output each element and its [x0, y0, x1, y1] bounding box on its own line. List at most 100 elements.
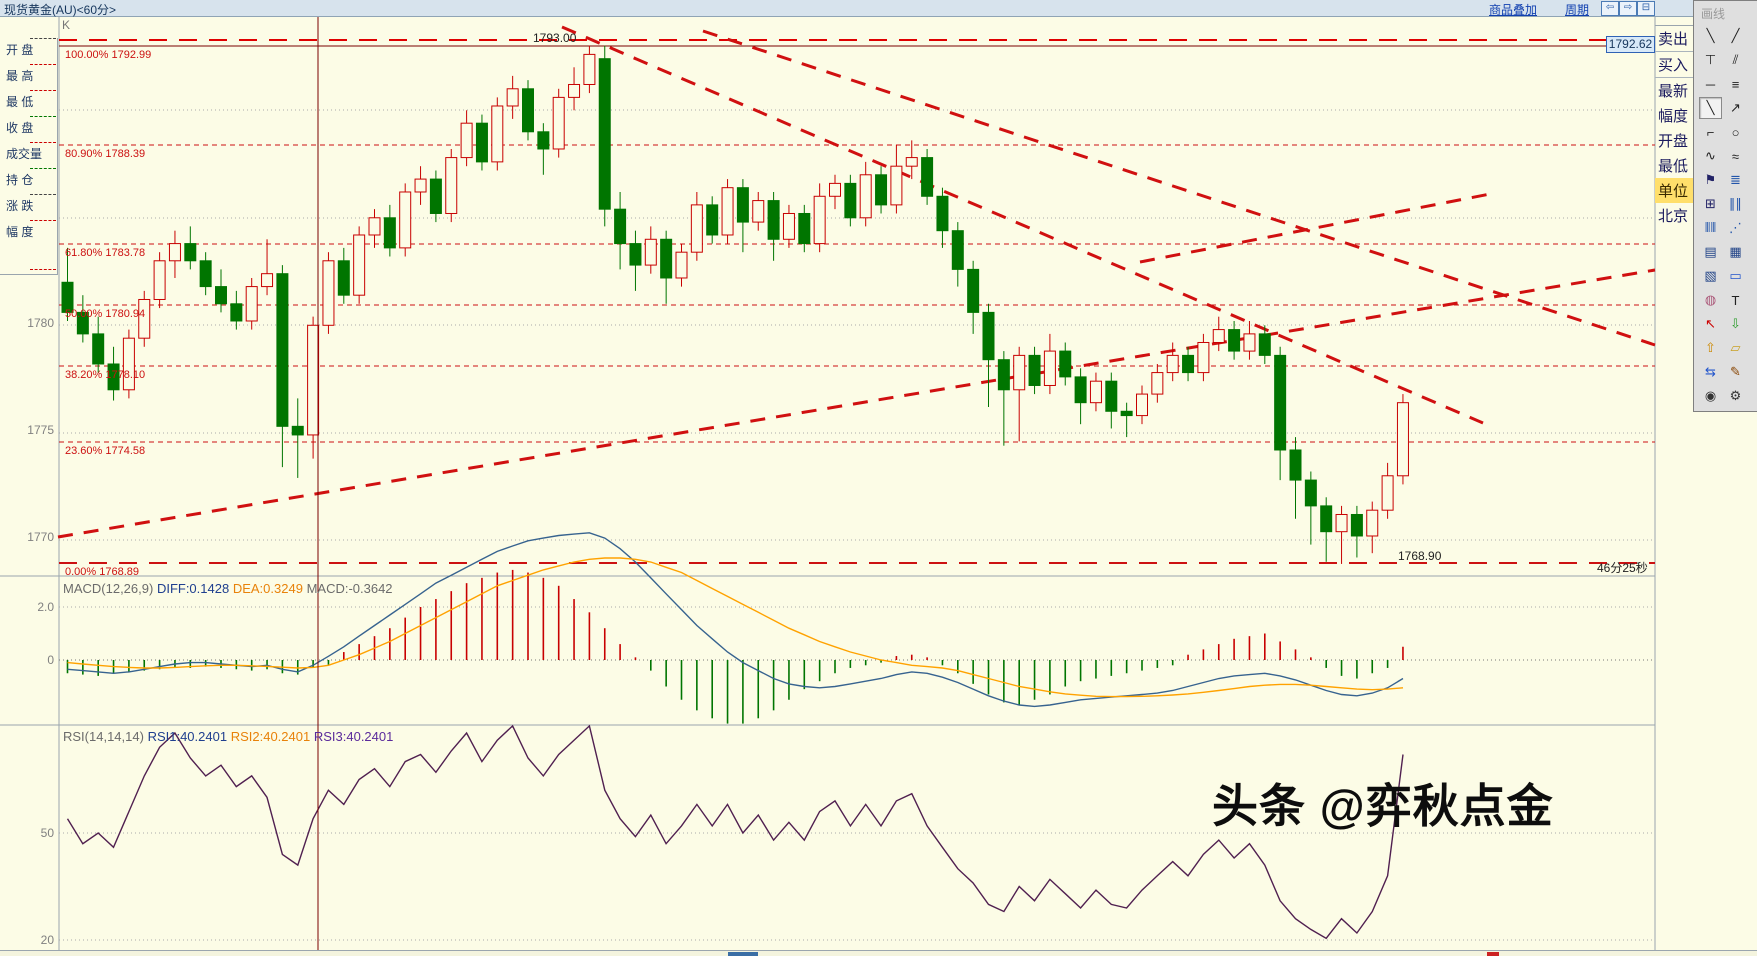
sidebar-value-dash: [30, 168, 56, 169]
sidebar-value-dash: [30, 64, 56, 65]
draw-panel-title: 画线: [1701, 7, 1726, 21]
price-tick-1780: 1780: [27, 316, 54, 330]
quote-item-1[interactable]: 买入: [1655, 52, 1693, 78]
high-price-marker: 1793.00: [533, 31, 577, 45]
split-window-button[interactable]: ⊟: [1637, 1, 1655, 16]
sidebar-row: 成交量: [0, 142, 57, 168]
macd-params: MACD(12,26,9): [63, 581, 154, 596]
sidebar-row: 收 盘: [0, 116, 57, 142]
macd-tick-0: 0: [47, 653, 54, 667]
eraser-tool[interactable]: ▱: [1730, 340, 1741, 355]
quote-sidebar: 开 盘最 高最 低收 盘成交量持 仓涨 跌幅 度: [0, 38, 58, 275]
fib-level-label-80.90%: 80.90% 1788.39: [65, 148, 146, 160]
gann-fan-tool[interactable]: ⚑: [1704, 172, 1717, 187]
fib-channel-tool[interactable]: ▦: [1729, 244, 1742, 259]
sidebar-value-dash: [30, 116, 56, 117]
sidebar-field-label: 幅 度: [6, 225, 34, 239]
wave-line-tool[interactable]: ∿: [1705, 148, 1716, 163]
quote-item-7[interactable]: 北京: [1658, 208, 1689, 225]
fib-level-label-38.20%: 38.20% 1778.10: [65, 369, 146, 381]
sidebar-value-dash: [30, 269, 56, 270]
fib-level-label-100.00%: 100.00% 1792.99: [65, 49, 152, 61]
rsi-tick-50: 50: [40, 826, 54, 840]
sidebar-value-dash: [30, 38, 56, 39]
sidebar-field-label: 收 盘: [6, 121, 34, 135]
pointer-arrow-tool[interactable]: ↖: [1705, 316, 1716, 331]
instrument-title: 现货黄金(AU)<60分>: [4, 3, 117, 17]
sidebar-value-dash: [30, 220, 56, 221]
rsi-tick-20: 20: [40, 933, 54, 947]
vertical-marker-tool[interactable]: ⊤: [1704, 52, 1717, 67]
macd-diff-value: DIFF:0.1428: [156, 581, 230, 596]
sidebar-value-dash: [30, 194, 56, 195]
back-button[interactable]: ⇦: [1601, 1, 1619, 16]
vertical-lines-tool[interactable]: ∥∥: [1729, 196, 1742, 211]
fib-level-label-23.60%: 23.60% 1774.58: [65, 445, 146, 457]
quote-item-0[interactable]: 卖出: [1655, 26, 1693, 52]
up-arrow-mark-tool[interactable]: ⇧: [1705, 340, 1716, 355]
segment-line-tool[interactable]: ╲: [1699, 97, 1722, 119]
period-link[interactable]: 周期: [1565, 3, 1590, 17]
sidebar-field-label: 持 仓: [6, 173, 34, 187]
quote-item-2[interactable]: 最新: [1658, 83, 1689, 100]
speed-lines-tool[interactable]: ⋰: [1729, 220, 1742, 235]
arrow-line-tool[interactable]: ↗: [1730, 100, 1741, 115]
low-price-marker: 1768.90: [1398, 549, 1442, 563]
rsi3-value: RSI3:40.2401: [313, 729, 394, 744]
sidebar-row: 最 高: [0, 64, 57, 90]
sidebar-field-label: 最 高: [6, 69, 34, 83]
gann-box-tool[interactable]: ▤: [1704, 244, 1717, 259]
move-order-tool[interactable]: ⇆: [1705, 364, 1716, 379]
next-panel-handle[interactable]: [728, 952, 758, 956]
fib-time-zones-tool[interactable]: ⦀⦀: [1704, 220, 1717, 235]
sidebar-field-label: 最 低: [6, 95, 34, 109]
sidebar-field-label: 开 盘: [6, 43, 34, 57]
titlebar: 现货黄金(AU)<60分> 商品叠加 周期 ⇦ ⇨ ⊟: [0, 0, 1693, 17]
sidebar-field-label: 涨 跌: [6, 199, 34, 213]
rsi1-value: RSI1:40.2401: [147, 729, 228, 744]
macd-bar-value: MACD:-0.3642: [306, 581, 393, 596]
cycle-lines-tool[interactable]: ≣: [1730, 172, 1741, 187]
overlay-link[interactable]: 商品叠加: [1489, 3, 1538, 17]
gann-wheel-tool[interactable]: ◍: [1704, 292, 1717, 307]
macd-dea-value: DEA:0.3249: [232, 581, 303, 596]
quote-item-6[interactable]: 单位: [1655, 178, 1693, 203]
pitchfork-tool[interactable]: ▧: [1704, 268, 1717, 283]
parallel-lines-tool[interactable]: ⫽: [1732, 52, 1739, 67]
settings-gear-tool[interactable]: ⚙: [1729, 388, 1742, 403]
rsi2-value: RSI2:40.2401: [230, 729, 311, 744]
sidebar-row: 幅 度: [0, 220, 57, 246]
forward-button[interactable]: ⇨: [1619, 1, 1637, 16]
k-chart-label: K: [62, 18, 71, 32]
ruler-tool[interactable]: ▭: [1729, 268, 1742, 283]
gann-grid-tool[interactable]: ⊞: [1705, 196, 1716, 211]
channel-line-tool[interactable]: ≡: [1731, 76, 1740, 92]
visibility-eye-tool[interactable]: ◉: [1704, 388, 1717, 403]
horizontal-line-tool[interactable]: ─: [1705, 76, 1716, 92]
quote-item-4[interactable]: 开盘: [1658, 133, 1689, 150]
bar-countdown: 46分25秒: [1597, 561, 1648, 575]
arc-line-tool[interactable]: ≈: [1731, 148, 1740, 164]
macd-header: MACD(12,26,9) DIFF:0.1428 DEA:0.3249 MAC…: [63, 581, 393, 596]
down-arrow-mark-tool[interactable]: ⇩: [1730, 316, 1741, 331]
bottom-strip: [0, 950, 1757, 956]
fib-level-label-0.00%: 0.00% 1768.89: [65, 566, 140, 578]
more-marks-tool[interactable]: ✎: [1730, 364, 1741, 379]
fib-level-label-61.80%: 61.80% 1783.78: [65, 247, 146, 259]
crosshair-price-box: 1792.62: [1606, 36, 1655, 53]
sidebar-row: 持 仓: [0, 168, 57, 194]
ray-line-tool[interactable]: ⌐: [1706, 124, 1715, 140]
quote-item-5[interactable]: 最低: [1658, 158, 1689, 175]
draw-tools-panel: 画线 ╲╱⊤⫽─≡╲↗⌐○∿≈⚑≣⊞∥∥⦀⦀⋰▤▦▧▭◍T↖⇩⇧▱⇆✎◉⚙ 颜色…: [1693, 0, 1757, 412]
trendline-up-tool[interactable]: ╱: [1731, 28, 1740, 43]
sidebar-value-dash: [30, 90, 56, 91]
trendline-down-tool[interactable]: ╲: [1706, 28, 1715, 43]
sidebar-row: 涨 跌: [0, 194, 57, 220]
sidebar-row: 开 盘: [0, 38, 57, 64]
watermark-text: 头条 @弈秋点金: [1212, 780, 1554, 832]
ellipse-tool[interactable]: ○: [1731, 124, 1740, 140]
text-tool-tool[interactable]: T: [1731, 292, 1740, 308]
quote-item-3[interactable]: 幅度: [1658, 108, 1689, 125]
